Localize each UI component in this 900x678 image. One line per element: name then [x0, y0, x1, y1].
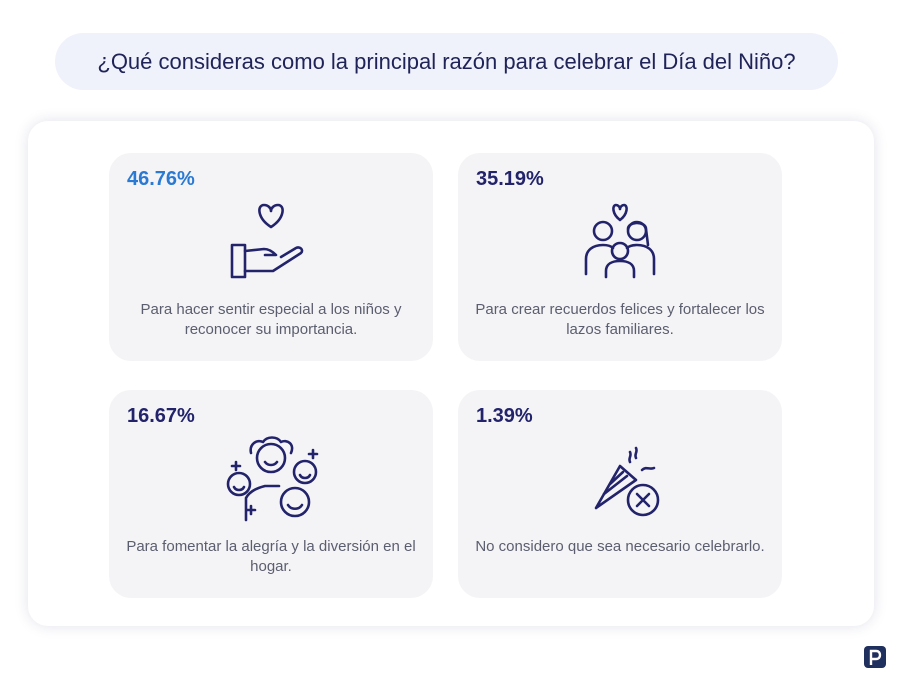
result-card: 1.39% No considero que sea necesario cel… — [458, 390, 782, 598]
hand-heart-icon — [221, 199, 321, 285]
result-card: 16.67% Para fomentar la alegría y la div… — [109, 390, 433, 598]
answer-text: No considero que sea necesario celebrarl… — [475, 538, 765, 555]
result-card: 35.19% Para crear recuerdos felices y fo… — [458, 153, 782, 361]
percent-value: 1.39% — [476, 405, 533, 427]
answer-text: Para crear recuerdos felices y fortalece… — [475, 301, 765, 338]
percent-value: 46.76% — [127, 168, 195, 190]
happy-faces-icon — [221, 436, 321, 522]
answer-text: Para fomentar la alegría y la diversión … — [126, 538, 416, 575]
question-title: ¿Qué consideras como la principal razón … — [55, 33, 838, 90]
answer-text: Para hacer sentir especial a los niños y… — [140, 301, 402, 338]
percent-value: 35.19% — [476, 168, 544, 190]
percent-value: 16.67% — [127, 405, 195, 427]
results-panel: 46.76% Para hacer sentir especial a los … — [28, 121, 874, 626]
brand-logo — [864, 646, 886, 668]
party-popper-cross-icon — [570, 436, 670, 522]
result-card: 46.76% Para hacer sentir especial a los … — [109, 153, 433, 361]
family-heart-icon — [570, 199, 670, 285]
